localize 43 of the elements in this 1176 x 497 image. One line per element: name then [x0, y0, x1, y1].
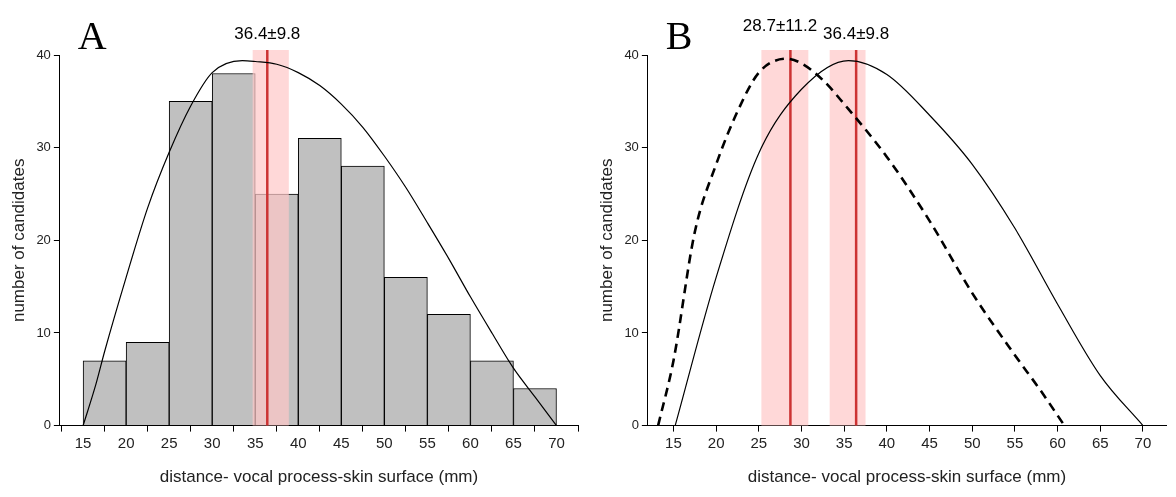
y-tick-label: 40 [624, 46, 639, 62]
y-tick-label: 10 [624, 324, 639, 340]
y-tick-label: 0 [631, 417, 639, 433]
y-axis-title: number of candidates [8, 158, 28, 323]
x-tick-label: 50 [963, 433, 981, 451]
y-tick-label: 40 [36, 46, 51, 62]
x-tick-label: 20 [117, 433, 135, 451]
x-tick-label: 55 [419, 433, 436, 451]
y-tick-label: 0 [43, 417, 51, 433]
ref-line-label: 36.4±9.8 [823, 24, 890, 44]
x-tick-label: 50 [376, 433, 393, 451]
y-tick-label: 20 [624, 231, 639, 247]
x-axis-title: distance- vocal process-skin surface (mm) [159, 467, 479, 487]
x-tick-label: 45 [332, 433, 350, 451]
x-tick-label: 60 [462, 433, 479, 451]
x-tick-label: 25 [160, 433, 178, 451]
x-tick-label: 35 [835, 433, 853, 451]
x-tick-label: 30 [203, 433, 221, 451]
x-tick-label: 60 [1049, 433, 1066, 451]
x-tick-label: 45 [921, 433, 938, 451]
x-tick-label: 40 [289, 433, 307, 451]
ref-line-label: 36.4±9.8 [234, 24, 301, 44]
x-tick-label: 25 [750, 433, 768, 451]
x-tick-label: 70 [1134, 433, 1152, 451]
x-tick-label: 65 [505, 433, 522, 451]
y-tick-label: 10 [36, 324, 51, 340]
x-tick-label: 70 [548, 433, 565, 451]
x-tick-label: 35 [246, 433, 264, 451]
x-tick-label: 15 [665, 433, 682, 451]
y-tick-label: 30 [36, 139, 51, 155]
x-tick-label: 65 [1091, 433, 1109, 451]
y-axis-title: number of candidates [596, 158, 616, 323]
y-tick-label: 20 [36, 231, 51, 247]
x-tick-label: 20 [707, 433, 725, 451]
x-tick-label: 30 [793, 433, 810, 451]
x-tick-label: 15 [74, 433, 92, 451]
y-tick-label: 30 [624, 139, 639, 155]
ref-line-label: 28.7±11.2 [742, 16, 818, 36]
x-tick-label: 55 [1006, 433, 1024, 451]
x-tick-label: 40 [878, 433, 896, 451]
chart-title: B [665, 12, 693, 58]
chart-title: A [77, 12, 107, 58]
x-axis-title: distance- vocal process-skin surface (mm) [747, 467, 1067, 487]
